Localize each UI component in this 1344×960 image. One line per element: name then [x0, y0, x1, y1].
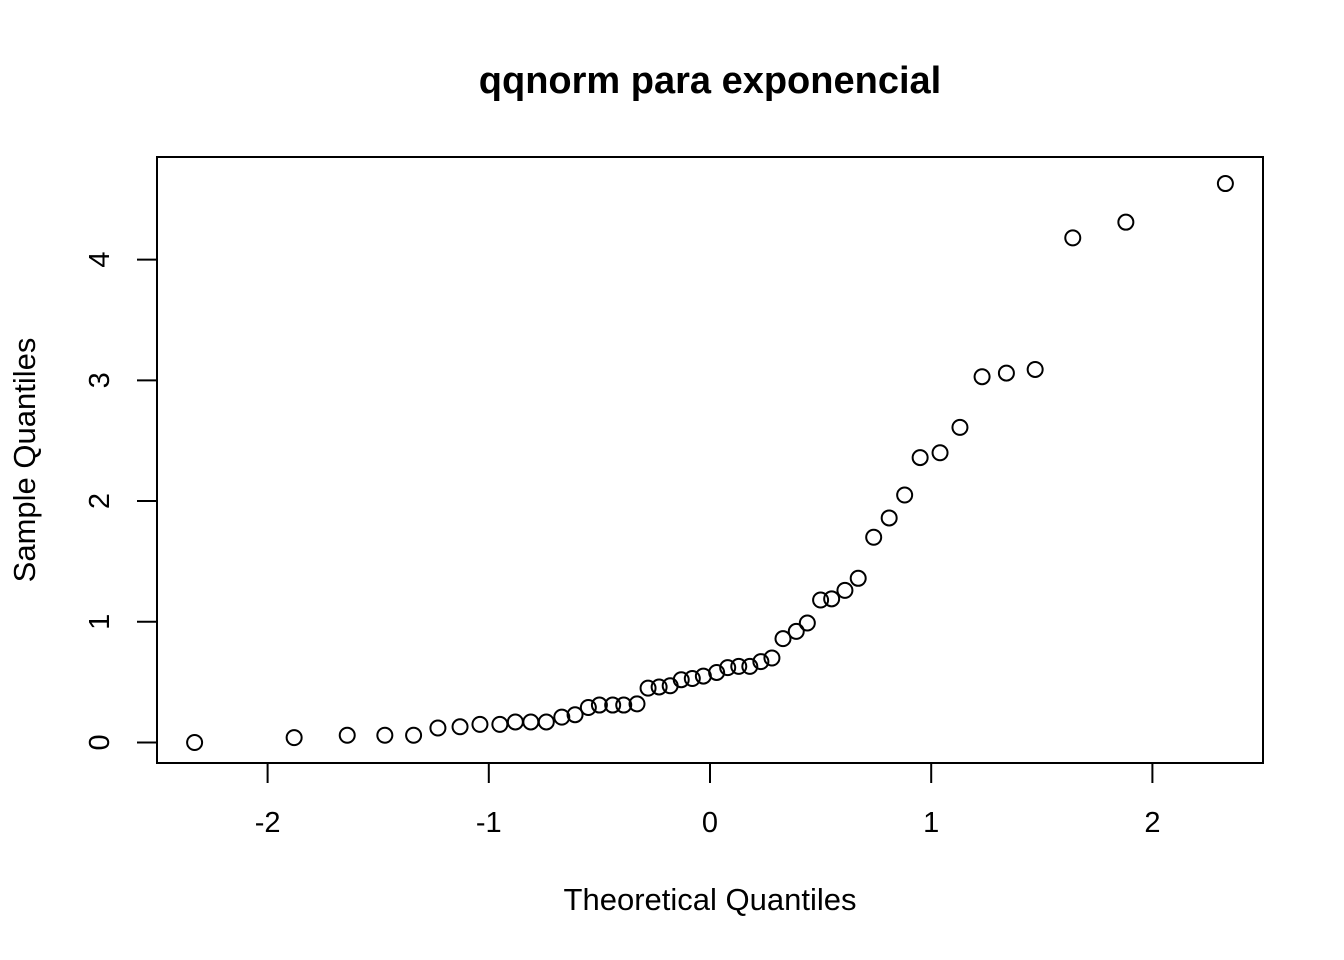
data-points [186, 175, 1234, 751]
data-point [931, 444, 949, 462]
data-point [537, 713, 555, 731]
x-axis: -2 -1 0 1 2 [255, 763, 1160, 839]
data-point [997, 364, 1015, 382]
data-point [896, 486, 914, 504]
data-point [672, 671, 690, 689]
data-point [849, 569, 867, 587]
data-point [787, 622, 805, 640]
data-point [774, 630, 792, 648]
data-point [719, 659, 737, 677]
data-point [880, 509, 898, 527]
data-point [812, 591, 830, 609]
x-tick-label: 1 [923, 807, 939, 839]
data-point [522, 713, 540, 731]
data-point [451, 718, 469, 736]
data-point [429, 719, 447, 737]
data-point [741, 657, 759, 675]
data-point [683, 669, 701, 687]
x-tick-label: 2 [1144, 807, 1160, 839]
data-point [604, 696, 622, 714]
y-tick-label: 1 [84, 614, 116, 630]
data-point [752, 653, 770, 671]
data-point [650, 678, 668, 696]
y-tick-label: 2 [84, 493, 116, 509]
data-point [285, 729, 303, 747]
data-point [1216, 175, 1234, 193]
data-point [708, 663, 726, 681]
data-point [973, 368, 991, 386]
data-point [911, 449, 929, 467]
data-point [628, 695, 646, 713]
data-point [951, 418, 969, 436]
data-point [405, 726, 423, 744]
data-point [491, 715, 509, 733]
data-point [566, 706, 584, 724]
data-point [471, 715, 489, 733]
x-tick-label: -2 [255, 807, 281, 839]
data-point [579, 698, 597, 716]
x-tick-label: -1 [476, 807, 502, 839]
data-point [1117, 213, 1135, 231]
data-point [865, 528, 883, 546]
data-point [1026, 360, 1044, 378]
x-axis-label: Theoretical Quantiles [564, 882, 857, 917]
data-point [615, 696, 633, 714]
data-point [376, 726, 394, 744]
data-point [338, 726, 356, 744]
y-tick-label: 0 [84, 734, 116, 750]
data-point [506, 713, 524, 731]
y-tick-label: 4 [84, 252, 116, 268]
x-tick-label: 0 [702, 807, 718, 839]
data-point [1064, 229, 1082, 247]
data-point [730, 657, 748, 675]
data-point [553, 708, 571, 726]
y-axis: 0 1 2 3 4 [84, 252, 157, 751]
chart-title: qqnorm para exponencial [479, 60, 941, 102]
data-point [186, 733, 204, 751]
data-point [763, 649, 781, 667]
data-point [798, 614, 816, 632]
y-axis-label: Sample Quantiles [7, 338, 42, 583]
y-tick-label: 3 [84, 372, 116, 388]
data-point [639, 679, 657, 697]
data-point [823, 590, 841, 608]
data-point [836, 581, 854, 599]
data-point [590, 696, 608, 714]
